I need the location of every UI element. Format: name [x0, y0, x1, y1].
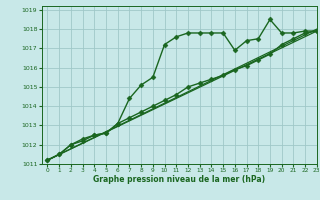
X-axis label: Graphe pression niveau de la mer (hPa): Graphe pression niveau de la mer (hPa)	[93, 175, 265, 184]
